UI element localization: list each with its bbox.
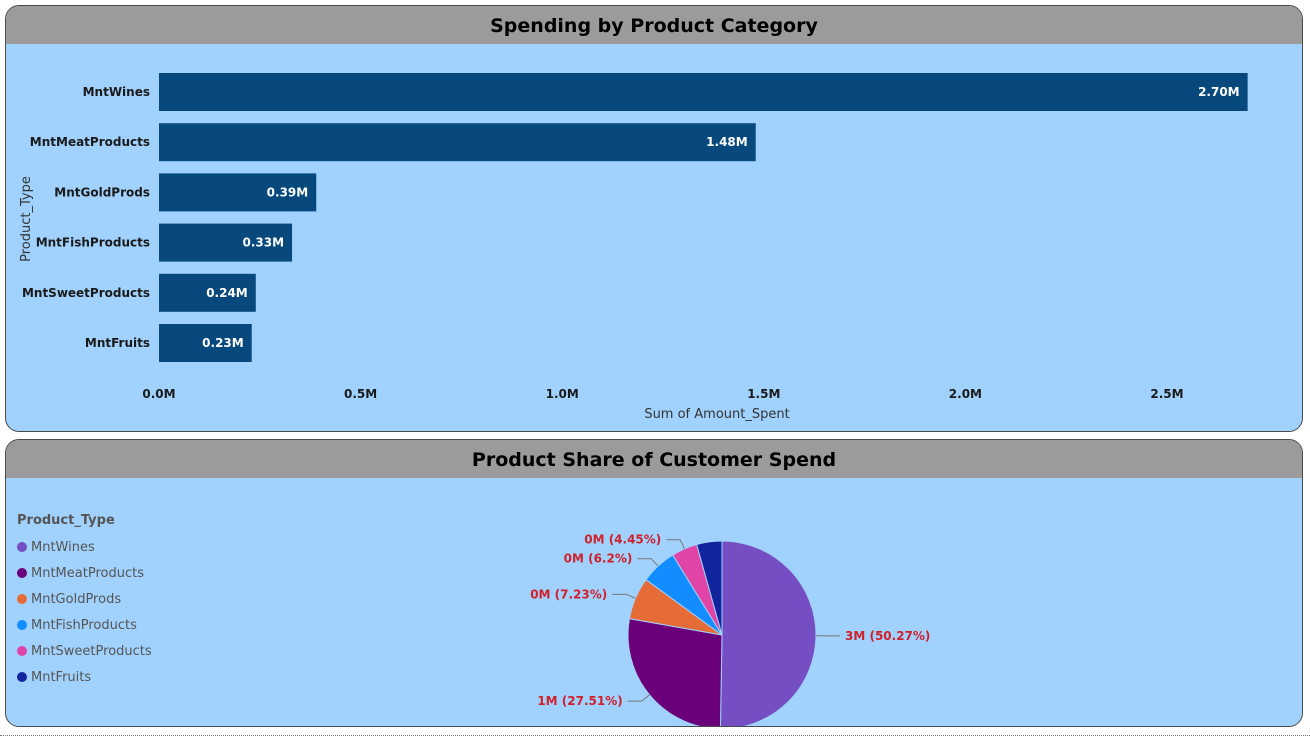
pie-legend: Product_Type MntWines MntMeatProducts MntG…	[17, 513, 152, 690]
category-label: MntSweetProducts	[22, 286, 150, 300]
legend-marker	[17, 594, 27, 604]
pie-leader-line	[612, 593, 636, 599]
x-tick-label: 0.5M	[344, 387, 377, 401]
legend-item[interactable]: MntWines	[17, 534, 152, 560]
legend-item[interactable]: MntFishProducts	[17, 612, 152, 638]
pie-chart: 3M (50.27%) 1M (27.51%) 0M (7.23%) 0M (6.2%…	[530, 533, 930, 726]
bar-value-label: 1.48M	[706, 135, 748, 149]
bar-chart-title: Spending by Product Category	[6, 6, 1302, 44]
pie-slice-MntWines[interactable]	[719, 540, 817, 726]
bar-MntFruits	[159, 324, 252, 362]
bar-MntSweetProducts	[159, 273, 256, 312]
legend-marker	[17, 672, 27, 682]
legend-item[interactable]: MntSweetProducts	[17, 638, 152, 664]
bar-chart: MntWines 2.70M MntMeatProducts 1.48M MntGold…	[19, 73, 1248, 422]
legend-label: MntWines	[31, 539, 95, 555]
x-tick-label: 1.5M	[747, 387, 780, 401]
pie-chart-title: Product Share of Customer Spend	[6, 440, 1302, 478]
legend-marker	[17, 620, 27, 630]
pie-data-label: 0M (7.23%)	[530, 587, 607, 601]
x-tick-label: 0.0M	[142, 387, 175, 401]
legend-marker	[17, 646, 27, 656]
pie-data-label: 1M (27.51%)	[537, 694, 622, 708]
x-axis-title: Sum of Amount_Spent	[644, 407, 789, 422]
category-label: MntMeatProducts	[30, 135, 150, 149]
pie-leader-line	[627, 694, 650, 702]
bar-value-label: 0.39M	[267, 185, 309, 199]
pie-data-label: 0M (6.2%)	[564, 552, 633, 566]
bar-MntFishProducts	[159, 223, 293, 262]
pie-leader-line	[666, 539, 685, 550]
category-label: MntFruits	[85, 336, 150, 350]
category-label: MntFishProducts	[36, 236, 150, 250]
legend-title: Product_Type	[17, 513, 115, 528]
bar-value-label: 0.24M	[206, 286, 248, 300]
pie-leader-line	[637, 558, 659, 567]
legend-label: MntMeatProducts	[31, 565, 144, 581]
legend-item[interactable]: MntFruits	[17, 664, 152, 690]
x-tick-label: 1.0M	[546, 387, 579, 401]
legend-item[interactable]: MntMeatProducts	[17, 560, 152, 586]
pie-data-label: 0M (4.45%)	[584, 533, 661, 547]
legend-label: MntFishProducts	[31, 617, 137, 633]
bottom-divider	[0, 735, 1310, 736]
bar-value-label: 2.70M	[1198, 85, 1240, 99]
pie-slice-MntMeatProducts[interactable]	[627, 618, 723, 726]
legend-marker	[17, 542, 27, 552]
pie-data-label: 3M (50.27%)	[845, 629, 930, 643]
x-tick-label: 2.5M	[1150, 387, 1183, 401]
legend-label: MntSweetProducts	[31, 643, 152, 659]
category-label: MntGoldProds	[54, 185, 150, 199]
legend-label: MntGoldProds	[31, 591, 122, 607]
bar-MntWines	[159, 73, 1248, 111]
y-axis-title: Product_Type	[19, 176, 34, 262]
category-label: MntWines	[83, 85, 150, 99]
bar-value-label: 0.33M	[242, 236, 284, 250]
bar-value-label: 0.23M	[202, 336, 244, 350]
pie-slice-MntFruits[interactable]	[696, 540, 723, 636]
x-tick-label: 2.0M	[949, 387, 982, 401]
legend-item[interactable]: MntGoldProds	[17, 586, 152, 612]
bar-MntMeatProducts	[159, 123, 756, 162]
bar-chart-panel: Spending by Product Category MntWines 2.7…	[5, 5, 1303, 432]
bar-MntGoldProds	[159, 173, 317, 212]
pie-chart-panel: Product Share of Customer Spend Product_…	[5, 439, 1303, 727]
legend-marker	[17, 568, 27, 578]
legend-label: MntFruits	[31, 669, 92, 685]
